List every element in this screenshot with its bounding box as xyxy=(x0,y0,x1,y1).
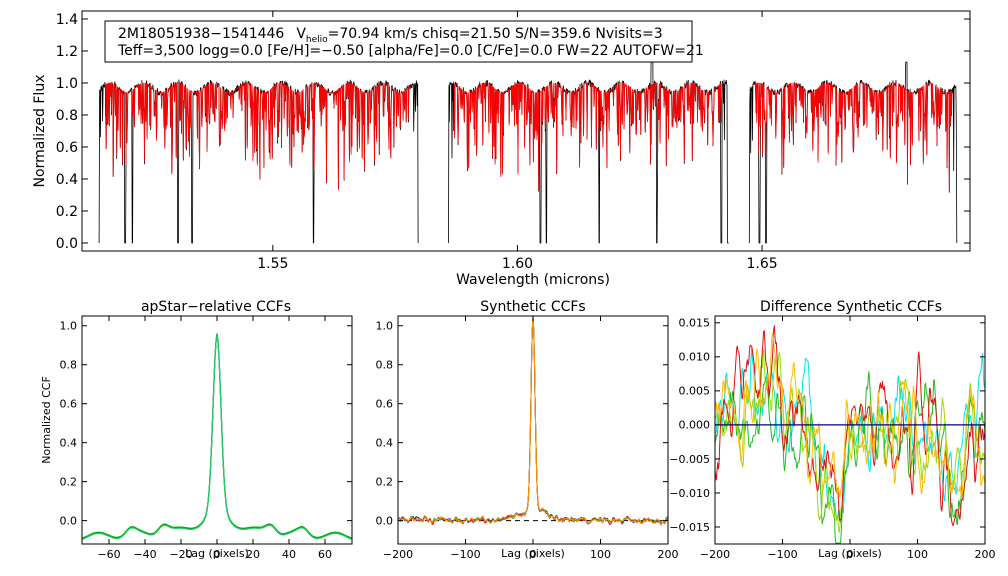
synthetic-ccf-axes: −200 −100 0 100 200 0.0 0.2 0.4 0.6 0.8 1.0 xyxy=(376,316,679,561)
y-tick-label: 0.2 xyxy=(60,475,78,488)
y-tick-label: 0.4 xyxy=(376,437,394,450)
apstar-ccf-x-label: Lag (pixels) xyxy=(185,547,249,560)
y-tick-label: −0.010 xyxy=(669,487,710,500)
y-tick-label: 1.0 xyxy=(60,320,78,333)
apstar-ccf-series-line xyxy=(81,333,353,539)
y-tick-label: 0.0 xyxy=(60,514,78,527)
spectrum-synthetic-line xyxy=(753,82,953,191)
legend-line-2: Teff=3,500 logg=0.0 [Fe/H]=−0.50 [alpha/… xyxy=(117,43,704,59)
apstar-ccf-axes: −60 −40 −20 0 20 40 60 0.0 0.2 0.4 0.6 0.8 1.0 xyxy=(60,316,352,561)
x-tick-label: 0 xyxy=(530,548,537,561)
x-tick-label: 40 xyxy=(282,548,296,561)
x-tick-label: 0 xyxy=(214,548,221,561)
y-tick-label: 0.2 xyxy=(56,204,78,220)
x-tick-label: −60 xyxy=(97,548,120,561)
y-tick-label: 0.6 xyxy=(376,398,394,411)
x-tick-label: 200 xyxy=(975,548,996,561)
spectrum-x-label: Wavelength (microns) xyxy=(456,272,610,288)
y-tick-label: 0.000 xyxy=(679,419,711,432)
x-tick-label: 100 xyxy=(590,548,611,561)
y-tick-label: 1.2 xyxy=(56,44,78,60)
y-tick-label: 0.005 xyxy=(679,385,711,398)
apstar-ccf-series-line xyxy=(81,334,353,540)
spectrum-y-label: Normalized Flux xyxy=(32,75,48,188)
x-tick-label: −40 xyxy=(133,548,156,561)
difference-ccf-title: Difference Synthetic CCFs xyxy=(760,299,942,315)
difference-ccf-axes: −200 −100 0 100 200 −0.015 −0.010 −0.005 0.000 0.… xyxy=(669,316,996,561)
y-tick-label: 0.8 xyxy=(376,359,394,372)
y-tick-label: 1.4 xyxy=(56,12,78,28)
x-tick-label: −200 xyxy=(700,548,730,561)
difference-ccf-lines xyxy=(714,325,986,544)
y-tick-label: 1.0 xyxy=(56,76,78,92)
spectrum-synthetic-line xyxy=(453,82,724,190)
x-tick-label: 20 xyxy=(246,548,260,561)
x-tick-label: 1.60 xyxy=(502,256,533,272)
y-tick-label: 0.0 xyxy=(56,236,78,252)
apstar-ccf-lines xyxy=(81,333,353,540)
x-tick-label: −20 xyxy=(169,548,192,561)
x-tick-label: 1.65 xyxy=(746,256,777,272)
spectrum-legend: 2M18051938−1541446 Vhelio=70.94 km/s chis… xyxy=(104,20,704,63)
y-tick-label: 0.2 xyxy=(376,475,394,488)
spectrum-lines xyxy=(98,29,958,244)
apstar-ccf-y-label: Normalized CCF xyxy=(40,376,53,464)
difference-ccf-series-line xyxy=(714,371,986,544)
y-tick-label: 0.6 xyxy=(56,140,78,156)
spectrum-panel: 1.55 1.60 1.65 0.0 0.2 0.4 0.6 0.8 1.0 1.2 1.4 2M1… xyxy=(32,10,971,288)
legend-line-1: 2M18051938−1541446 Vhelio=70.94 km/s chis… xyxy=(118,26,663,45)
x-tick-label: 60 xyxy=(318,548,332,561)
difference-ccf-x-label: Lag (pixels) xyxy=(818,547,882,560)
apstar-ccf-panel: apStar−relative CCFs −60 −40 −20 0 20 40 60 0.0… xyxy=(40,299,353,561)
apstar-ccf-title: apStar−relative CCFs xyxy=(141,299,291,315)
y-tick-label: 0.8 xyxy=(56,108,78,124)
x-tick-label: −100 xyxy=(450,548,480,561)
y-tick-label: 0.0 xyxy=(376,514,394,527)
y-tick-label: 0.6 xyxy=(60,398,78,411)
synthetic-ccf-x-label: Lag (pixels) xyxy=(501,547,565,560)
spectrum-axes: 1.55 1.60 1.65 0.0 0.2 0.4 0.6 0.8 1.0 1.2 1.4 xyxy=(56,11,970,272)
spectrum-frame xyxy=(81,10,971,252)
spectrum-synthetic-line xyxy=(105,82,412,191)
difference-ccf-panel: Difference Synthetic CCFs −200 −100 0 100 20… xyxy=(669,299,995,561)
y-tick-label: 1.0 xyxy=(376,320,394,333)
y-tick-label: 0.4 xyxy=(60,437,78,450)
difference-ccf-series-line xyxy=(714,332,986,499)
x-tick-label: −200 xyxy=(383,548,413,561)
x-tick-label: −100 xyxy=(767,548,797,561)
y-tick-label: 0.015 xyxy=(679,317,711,330)
y-tick-label: 0.010 xyxy=(679,351,711,364)
synthetic-ccf-panel: Synthetic CCFs −200 −100 0 100 200 0.0 0.2 0.4 0… xyxy=(376,299,679,561)
x-tick-label: 100 xyxy=(907,548,928,561)
y-tick-label: 0.4 xyxy=(56,172,78,188)
x-tick-label: 0 xyxy=(847,548,854,561)
x-tick-label: 200 xyxy=(658,548,679,561)
y-tick-label: 0.8 xyxy=(60,359,78,372)
x-tick-label: 1.55 xyxy=(257,256,288,272)
y-tick-label: −0.015 xyxy=(669,521,710,534)
y-tick-label: −0.005 xyxy=(669,453,710,466)
synthetic-ccf-title: Synthetic CCFs xyxy=(480,299,585,315)
